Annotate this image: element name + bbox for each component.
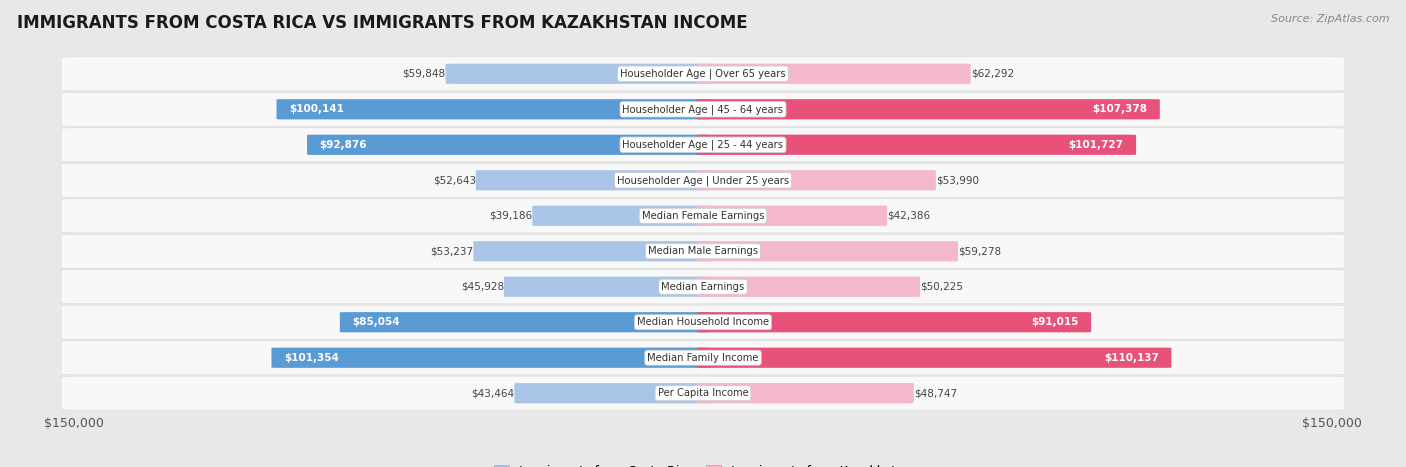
Text: $92,876: $92,876 bbox=[319, 140, 367, 150]
FancyBboxPatch shape bbox=[60, 305, 1346, 339]
Text: $52,643: $52,643 bbox=[433, 175, 475, 185]
Text: $91,015: $91,015 bbox=[1031, 317, 1078, 327]
FancyBboxPatch shape bbox=[475, 170, 709, 191]
Text: $42,386: $42,386 bbox=[887, 211, 931, 221]
FancyBboxPatch shape bbox=[271, 347, 709, 368]
FancyBboxPatch shape bbox=[60, 163, 1346, 197]
Text: $101,727: $101,727 bbox=[1069, 140, 1123, 150]
Text: Householder Age | Under 25 years: Householder Age | Under 25 years bbox=[617, 175, 789, 185]
FancyBboxPatch shape bbox=[697, 205, 887, 226]
Text: $110,137: $110,137 bbox=[1104, 353, 1159, 363]
FancyBboxPatch shape bbox=[697, 170, 936, 191]
FancyBboxPatch shape bbox=[515, 383, 709, 403]
Text: Median Household Income: Median Household Income bbox=[637, 317, 769, 327]
Text: $107,378: $107,378 bbox=[1092, 104, 1147, 114]
FancyBboxPatch shape bbox=[60, 92, 1346, 126]
FancyBboxPatch shape bbox=[533, 205, 709, 226]
Text: Householder Age | Over 65 years: Householder Age | Over 65 years bbox=[620, 69, 786, 79]
Text: $53,237: $53,237 bbox=[430, 246, 474, 256]
Text: Source: ZipAtlas.com: Source: ZipAtlas.com bbox=[1271, 14, 1389, 24]
FancyBboxPatch shape bbox=[697, 134, 1136, 155]
FancyBboxPatch shape bbox=[60, 199, 1346, 233]
Text: Median Female Earnings: Median Female Earnings bbox=[641, 211, 765, 221]
Text: Per Capita Income: Per Capita Income bbox=[658, 388, 748, 398]
Text: Median Family Income: Median Family Income bbox=[647, 353, 759, 363]
Text: $85,054: $85,054 bbox=[353, 317, 401, 327]
Legend: Immigrants from Costa Rica, Immigrants from Kazakhstan: Immigrants from Costa Rica, Immigrants f… bbox=[489, 460, 917, 467]
Text: Median Earnings: Median Earnings bbox=[661, 282, 745, 292]
Text: $39,186: $39,186 bbox=[489, 211, 533, 221]
FancyBboxPatch shape bbox=[503, 276, 709, 297]
Text: $59,278: $59,278 bbox=[957, 246, 1001, 256]
Text: $59,848: $59,848 bbox=[402, 69, 446, 79]
FancyBboxPatch shape bbox=[697, 241, 957, 262]
FancyBboxPatch shape bbox=[60, 57, 1346, 91]
Text: $62,292: $62,292 bbox=[970, 69, 1014, 79]
FancyBboxPatch shape bbox=[697, 64, 970, 84]
FancyBboxPatch shape bbox=[697, 383, 914, 403]
Text: Householder Age | 45 - 64 years: Householder Age | 45 - 64 years bbox=[623, 104, 783, 114]
Text: $43,464: $43,464 bbox=[471, 388, 515, 398]
FancyBboxPatch shape bbox=[697, 312, 1091, 333]
FancyBboxPatch shape bbox=[60, 341, 1346, 375]
FancyBboxPatch shape bbox=[446, 64, 709, 84]
FancyBboxPatch shape bbox=[60, 376, 1346, 410]
Text: $53,990: $53,990 bbox=[936, 175, 979, 185]
FancyBboxPatch shape bbox=[697, 99, 1160, 120]
Text: $50,225: $50,225 bbox=[920, 282, 963, 292]
FancyBboxPatch shape bbox=[60, 128, 1346, 162]
FancyBboxPatch shape bbox=[474, 241, 709, 262]
FancyBboxPatch shape bbox=[307, 134, 709, 155]
Text: $45,928: $45,928 bbox=[461, 282, 503, 292]
Text: $48,747: $48,747 bbox=[914, 388, 957, 398]
Text: $101,354: $101,354 bbox=[284, 353, 339, 363]
FancyBboxPatch shape bbox=[697, 276, 920, 297]
FancyBboxPatch shape bbox=[60, 270, 1346, 304]
FancyBboxPatch shape bbox=[60, 234, 1346, 268]
FancyBboxPatch shape bbox=[697, 347, 1171, 368]
Text: Householder Age | 25 - 44 years: Householder Age | 25 - 44 years bbox=[623, 140, 783, 150]
FancyBboxPatch shape bbox=[340, 312, 709, 333]
Text: $100,141: $100,141 bbox=[290, 104, 344, 114]
Text: IMMIGRANTS FROM COSTA RICA VS IMMIGRANTS FROM KAZAKHSTAN INCOME: IMMIGRANTS FROM COSTA RICA VS IMMIGRANTS… bbox=[17, 14, 748, 32]
FancyBboxPatch shape bbox=[277, 99, 709, 120]
Text: Median Male Earnings: Median Male Earnings bbox=[648, 246, 758, 256]
